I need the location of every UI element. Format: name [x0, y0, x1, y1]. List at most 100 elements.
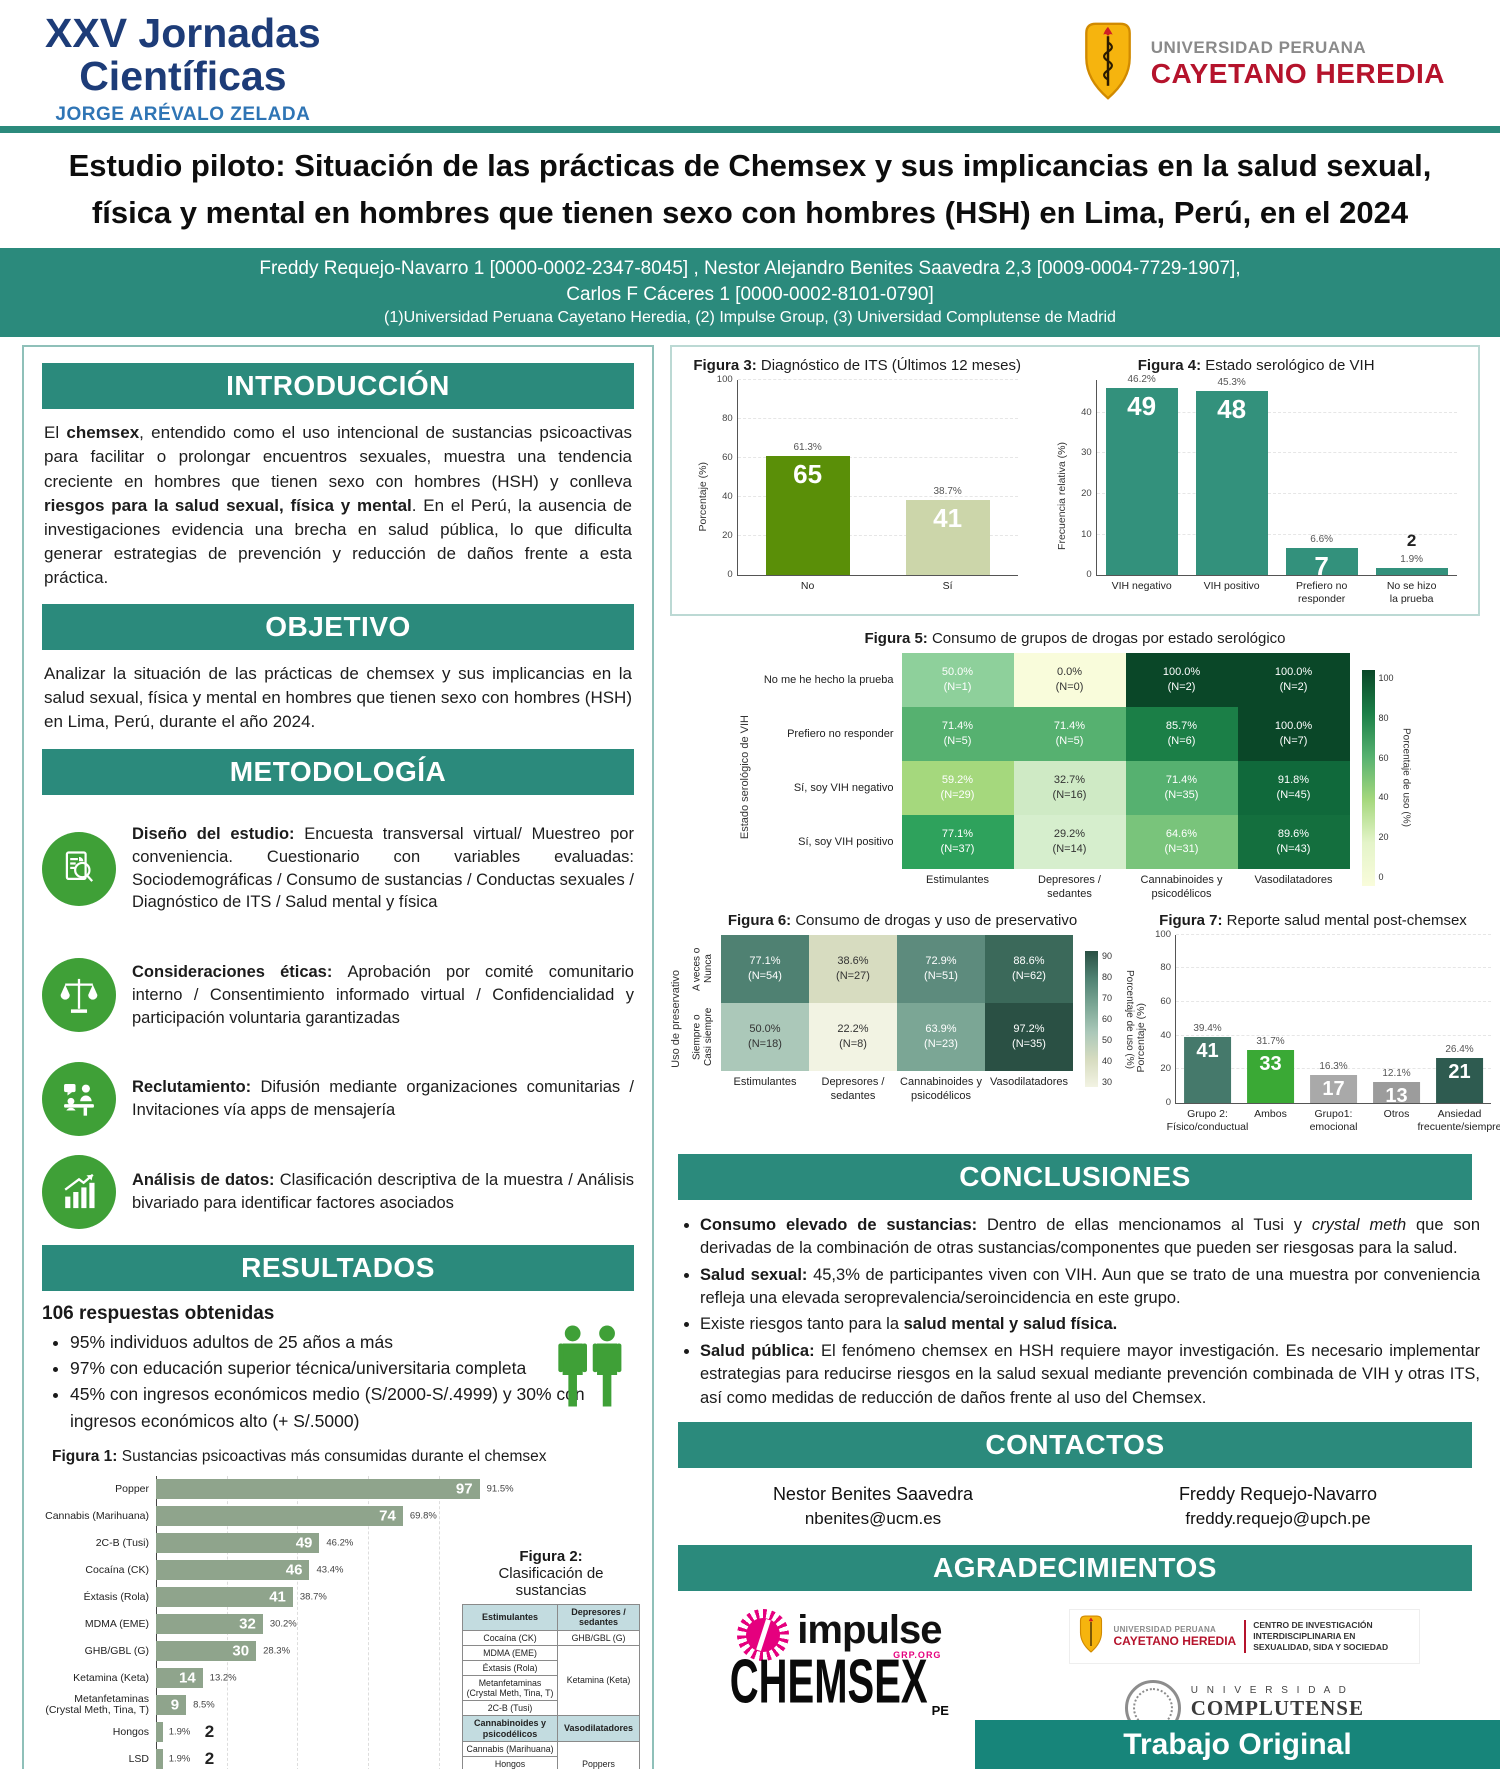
heatmap-row: Sí, soy VIH negativo 59.2% (N=29) 32.7% (N=1…: [754, 761, 1350, 816]
table-header-cell: Depresores / sedantes: [557, 1603, 640, 1631]
cell-n: (N=16): [1052, 789, 1087, 802]
conclusiones-bullet: Salud sexual: 45,3% de participantes viv…: [700, 1264, 1480, 1311]
bar-row: Popper 97 91.5%: [34, 1476, 642, 1503]
bar-percent-label: 91.5%: [486, 1483, 514, 1495]
bar: 32: [156, 1614, 263, 1635]
y-tick-label: 40: [722, 491, 733, 503]
category-label: Popper: [115, 1482, 149, 1495]
divider-rule: [0, 126, 1500, 133]
figura-5-heatmap: Figura 5: Consumo de grupos de drogas po…: [670, 630, 1480, 902]
metodologia-item-reclutamiento-text: Reclutamiento: Difusión mediante organiz…: [132, 1076, 634, 1122]
text-segment: Clasificación descriptiva de la muestra …: [132, 1170, 634, 1212]
colorbar-gradient: [1085, 951, 1098, 1088]
gridline: [737, 496, 1018, 498]
heatmap-cell: 71.4% (N=5): [901, 707, 1014, 762]
y-tick-label: 20: [1160, 1063, 1171, 1075]
cell-percent: 100.0%: [1162, 666, 1201, 679]
figura-4-chart: Figura 4: Estado serológico de VIH Frecue…: [1056, 357, 1457, 612]
gridline: [368, 1475, 370, 1769]
introduccion-text: El chemsex, entendido como el uso intenc…: [44, 421, 632, 590]
bar-value: 13: [1385, 1085, 1408, 1108]
figura-3-chart: Figura 3: Diagnóstico de ITS (Últimos 12…: [693, 357, 1021, 612]
contact-name: Freddy Requejo-Navarro: [1178, 1484, 1378, 1505]
bar-group: 41 39.4% Grupo 2: Físico/conductual: [1167, 935, 1249, 1133]
gridline: [438, 1475, 440, 1769]
bar-value: 74: [379, 1507, 396, 1525]
main-content: INTRODUCCIÓN El chemsex, entendido como …: [0, 337, 1500, 1769]
text-segment: riesgos para la salud sexual, física y m…: [44, 495, 412, 515]
contact-name: Nestor Benites Saavedra: [772, 1484, 974, 1505]
table-cell: GHB/GBL (G): [557, 1629, 640, 1646]
cell-percent: 89.6%: [1277, 828, 1310, 841]
bar-track: 1.9% 2: [156, 1746, 492, 1769]
bar-row: LSD 1.9% 2: [34, 1746, 642, 1769]
column-label: Depresores / sedantes: [1038, 874, 1101, 901]
metodologia-item-analisis-text: Análisis de datos: Clasificación descrip…: [132, 1169, 634, 1215]
bar-group: 41 38.7% Sí: [878, 380, 1018, 592]
y-axis-label: Uso de preservativo: [670, 970, 682, 1068]
university-logo: UNIVERSIDAD PERUANA CAYETANO HEREDIA: [1077, 20, 1445, 107]
bar-row: Hongos 1.9% 2: [34, 1719, 642, 1746]
cell-percent: 71.4%: [1053, 720, 1086, 733]
table-row: Metanfetaminas (Crystal Meth, Tina, T): [461, 1674, 640, 1702]
chemsex-pe-mark: PE: [931, 1703, 949, 1719]
heatmap-cell: 72.9% (N=51): [897, 934, 985, 1003]
bar-row: MDMA (EME) 32 30.2%: [34, 1611, 642, 1638]
colorbar-tick-label: 50: [1102, 1034, 1113, 1045]
bar-percent-label: 13.2%: [209, 1672, 237, 1684]
bar-value: 33: [1259, 1052, 1282, 1075]
bar-group: 49 46.2% VIH negativo: [1097, 374, 1187, 592]
category-label: Grupo1: emocional: [1309, 1107, 1358, 1133]
table-cell: Metanfetaminas (Crystal Meth, Tina, T): [461, 1674, 559, 1702]
y-tick-label: 80: [722, 413, 733, 425]
bar-group: 7 6.6% Prefiero no responder: [1277, 380, 1367, 605]
upch-shield-icon: [1076, 1614, 1106, 1659]
trabajo-original-banner: Trabajo Original: [975, 1720, 1500, 1769]
cell-n: (N=6): [1167, 735, 1196, 748]
bar-track: 1.9% 2: [156, 1719, 492, 1746]
text-segment: El: [44, 423, 67, 443]
text-segment: Aprobación por comité comunitario intern…: [132, 963, 634, 1027]
cell-n: (N=31): [1164, 843, 1199, 856]
ethics-scales-icon: [42, 958, 116, 1033]
text-segment: , entendido como el uso intencional de s…: [44, 423, 632, 491]
figure-caption-text: Estado serológico de VIH: [1201, 357, 1375, 375]
bar-track: 46 43.4%: [156, 1557, 492, 1584]
bar-value: 41: [269, 1588, 286, 1606]
bar: 41: [156, 1587, 293, 1608]
text-segment: que son derivadas de la combinación de o…: [700, 1215, 1480, 1258]
cell-n: (N=5): [943, 735, 972, 748]
heatmap-grid: No me he hecho la prueba 50.0% (N=1) 0.0% (N…: [754, 653, 1350, 902]
bar-value: 2: [204, 1722, 215, 1742]
bars: 65 61.3% No 41 38.7% Sí: [738, 380, 1018, 592]
heatmap-cell: 100.0% (N=2): [1125, 653, 1238, 708]
objetivo-text: Analizar la situación de las prácticas d…: [44, 664, 632, 732]
chemsex-wordmark: CHEMSEX: [729, 1648, 928, 1717]
upch-mini-line2: CAYETANO HEREDIA: [1113, 1634, 1237, 1649]
bar-percent-label: 46.2%: [326, 1537, 354, 1549]
heatmap-cell: 91.8% (N=45): [1237, 761, 1350, 816]
heatmap-cell: 97.2% (N=35): [985, 1002, 1073, 1071]
metodologia-item-etica-text: Consideraciones éticas: Aprobación por c…: [132, 961, 634, 1029]
y-tick-label: 40: [1081, 406, 1092, 418]
figure-caption-label: Figura 2:: [519, 1547, 583, 1565]
gridline: [1176, 967, 1491, 969]
bar-value: 9: [170, 1696, 180, 1714]
bar-track: 41 38.7%: [156, 1584, 492, 1611]
heatmap: Uso de preservativo A veces o Nunca 77.1% (…: [670, 934, 1135, 1104]
cell-percent: 85.7%: [1165, 720, 1198, 733]
cell-n: (N=7): [1279, 735, 1308, 748]
bar-percent-label: 8.5%: [193, 1699, 215, 1711]
heatmap-row: Prefiero no responder 71.4% (N=5) 71.4% (N=5…: [754, 707, 1350, 762]
bar-value: 49: [1127, 390, 1157, 421]
column-label: Cannabinoides y psicodélicos: [900, 1075, 982, 1102]
category-label: LSD: [128, 1752, 149, 1765]
bar: 48: [1195, 391, 1268, 576]
y-tick-label: 40: [1160, 1029, 1171, 1041]
heatmap-cell: 88.6% (N=62): [985, 934, 1073, 1003]
bar-row: Metanfetaminas (Crystal Meth, Tina, T) 9 8…: [34, 1692, 642, 1719]
impulse-sub: GRP.ORG: [893, 1650, 942, 1661]
column-labels: Estimulantes Depresores / sedantes Cannabi…: [685, 1071, 1073, 1104]
column-label: Vasodilatadores: [989, 1075, 1069, 1088]
authors-line2: Carlos F Cáceres 1 [0000-0002-8101-0790]: [566, 283, 934, 305]
